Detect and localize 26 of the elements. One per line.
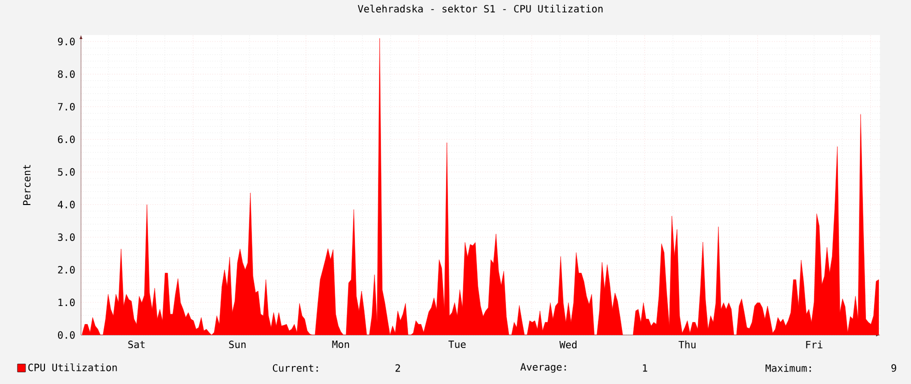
y-tick-label: 8.0 xyxy=(58,70,75,78)
text: Maximum: xyxy=(766,364,811,372)
chart-title: Velehradska - sektor S1 - CPU Utilization xyxy=(358,4,603,13)
x-tick-label: Sat xyxy=(128,340,145,348)
y-tick-label: 1.0 xyxy=(58,298,75,306)
y-tick-label: 4.0 xyxy=(58,200,75,208)
y-tick-label: 6.0 xyxy=(58,136,75,144)
y-axis-title: Percent xyxy=(23,164,31,206)
x-tick-label: Fri xyxy=(806,340,822,348)
x-tick-label: Wed xyxy=(559,340,577,348)
text: Average: xyxy=(520,363,566,373)
y-tick-label: 9.0 xyxy=(58,38,75,46)
y-tick-label: 5.0 xyxy=(58,168,75,176)
text: Current: xyxy=(272,364,318,372)
y-tick-label: 2.0 xyxy=(58,266,75,274)
text: 2 xyxy=(396,364,400,372)
legend-label: CPU Utilization xyxy=(28,363,117,372)
x-tick-label: Tue xyxy=(448,340,466,348)
y-tick-label: 3.0 xyxy=(58,233,75,241)
text: 1 xyxy=(643,364,648,372)
y-tick-label: 0.0 xyxy=(58,331,75,339)
text: 9 xyxy=(891,364,896,372)
y-tick-label: 7.0 xyxy=(58,102,75,111)
x-tick-label: Sun xyxy=(229,340,246,348)
x-tick-label: Mon xyxy=(332,340,349,348)
x-tick-label: Thu xyxy=(678,340,696,348)
